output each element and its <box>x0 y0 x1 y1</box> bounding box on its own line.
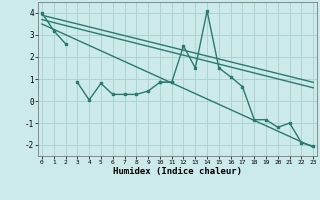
X-axis label: Humidex (Indice chaleur): Humidex (Indice chaleur) <box>113 167 242 176</box>
